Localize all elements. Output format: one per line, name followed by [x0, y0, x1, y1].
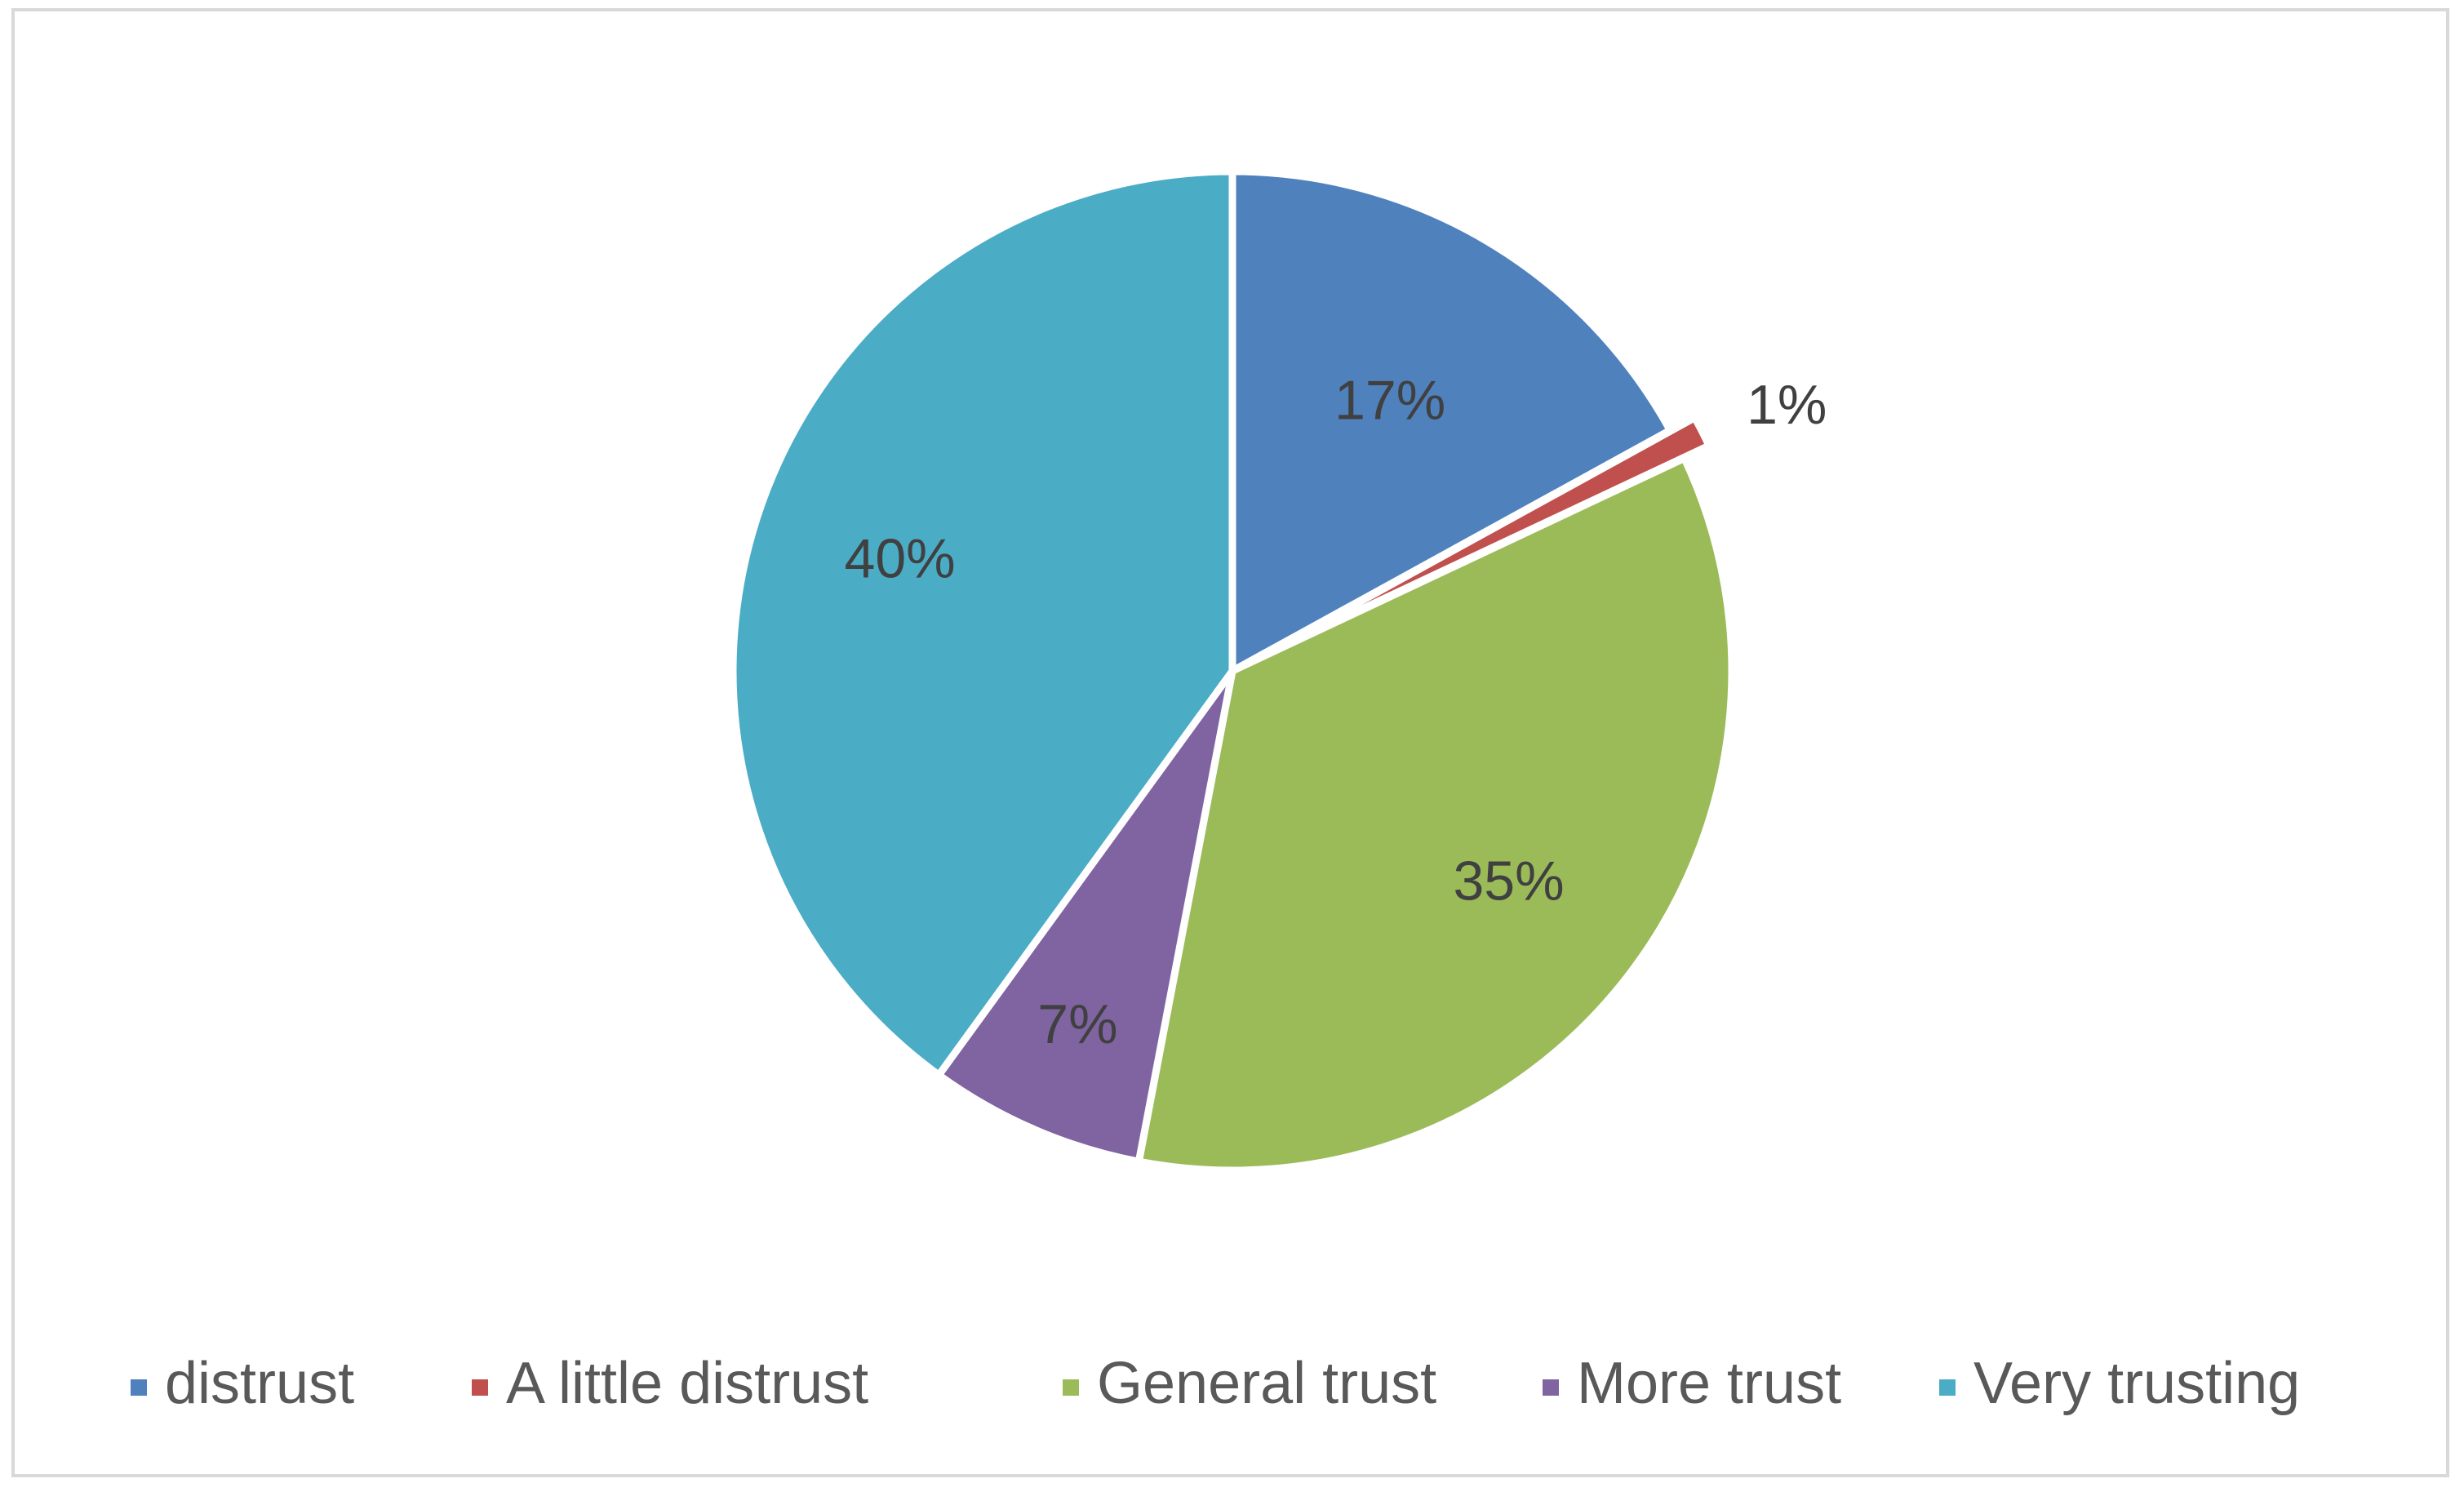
- legend-swatch-distrust: [131, 1379, 147, 1396]
- legend-label-more-trust: More trust: [1577, 1351, 1841, 1416]
- pie-slice-very-trusting: [729, 167, 1236, 1081]
- data-label-a-little-distrust: 1%: [1747, 374, 1827, 436]
- legend-label-distrust: distrust: [165, 1351, 354, 1416]
- data-label-distrust: 17%: [1334, 369, 1445, 431]
- legend-label-very-trusting: Very trusting: [1973, 1351, 2300, 1416]
- pie-slice-more-trust: [933, 668, 1236, 1166]
- pie-slice-general-trust: [1134, 453, 1736, 1175]
- legend: distrust A little distrust General trust Mo…: [131, 1351, 2300, 1416]
- legend-item-general-trust: General trust: [1063, 1351, 1436, 1416]
- legend-swatch-more-trust: [1543, 1379, 1559, 1396]
- data-label-very-trusting: 40%: [845, 528, 956, 590]
- pie-slice-distrust: [1228, 167, 1676, 677]
- legend-swatch-very-trusting: [1939, 1379, 1956, 1396]
- legend-item-distrust: distrust: [131, 1351, 354, 1416]
- pie-slice-a-little-distrust: [1255, 412, 1715, 662]
- legend-item-a-little-distrust: A little distrust: [472, 1351, 868, 1416]
- legend-swatch-general-trust: [1063, 1379, 1079, 1396]
- legend-label-general-trust: General trust: [1097, 1351, 1436, 1416]
- data-label-general-trust: 35%: [1453, 850, 1564, 913]
- pie-slices: [729, 167, 1736, 1175]
- legend-swatch-a-little-distrust: [472, 1379, 488, 1396]
- legend-label-a-little-distrust: A little distrust: [506, 1351, 868, 1416]
- legend-item-very-trusting: Very trusting: [1939, 1351, 2300, 1416]
- data-labels: 17% 1% 35% 7% 40%: [845, 369, 1827, 1055]
- legend-item-more-trust: More trust: [1543, 1351, 1841, 1416]
- data-label-more-trust: 7%: [1037, 993, 1117, 1055]
